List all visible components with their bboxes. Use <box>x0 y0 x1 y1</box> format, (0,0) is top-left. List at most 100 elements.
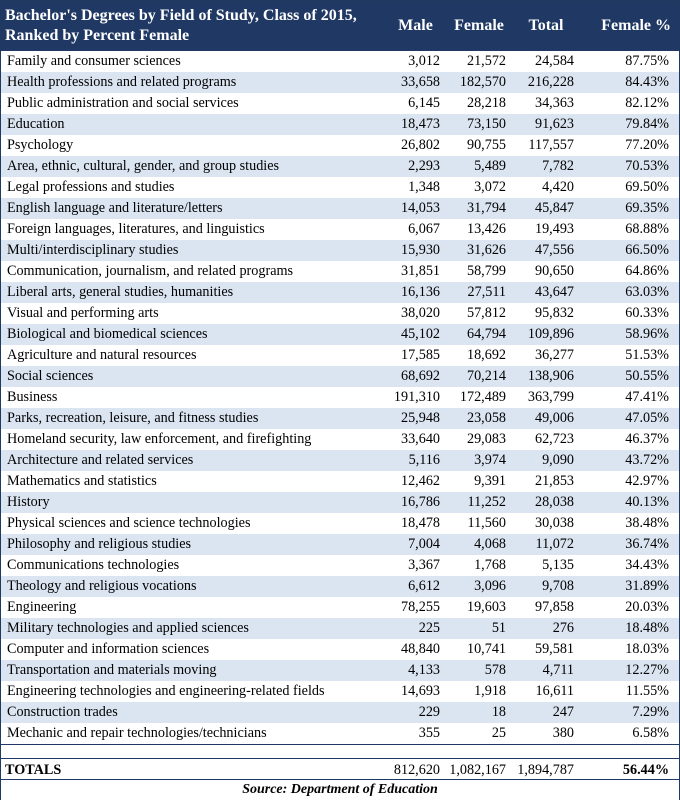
field-cell: Physical sciences and science technologi… <box>1 513 385 534</box>
table-row: History 16,786 11,252 28,038 40.13% <box>1 492 679 513</box>
male-cell: 26,802 <box>385 135 446 156</box>
total-cell: 9,090 <box>512 450 580 471</box>
column-header-male: Male <box>385 1 446 51</box>
female-cell: 73,150 <box>446 114 512 135</box>
female-cell: 578 <box>446 660 512 681</box>
female-cell: 29,083 <box>446 429 512 450</box>
total-cell: 43,647 <box>512 282 580 303</box>
total-cell: 4,711 <box>512 660 580 681</box>
female-percent-cell: 46.37% <box>580 429 679 450</box>
table-row: Visual and performing arts 38,020 57,812 95… <box>1 303 679 324</box>
table-row: Transportation and materials moving 4,133… <box>1 660 679 681</box>
female-percent-cell: 38.48% <box>580 513 679 534</box>
female-percent-cell: 6.58% <box>580 723 679 745</box>
total-cell: 363,799 <box>512 387 580 408</box>
female-percent-cell: 58.96% <box>580 324 679 345</box>
table-row: Business 191,310 172,489 363,799 47.41% <box>1 387 679 408</box>
male-cell: 18,473 <box>385 114 446 135</box>
field-cell: Family and consumer sciences <box>1 51 385 72</box>
total-cell: 28,038 <box>512 492 580 513</box>
female-cell: 5,489 <box>446 156 512 177</box>
total-cell: 16,611 <box>512 681 580 702</box>
total-cell: 36,277 <box>512 345 580 366</box>
female-percent-cell: 31.89% <box>580 576 679 597</box>
male-cell: 5,116 <box>385 450 446 471</box>
totals-female-percent: 56.44% <box>580 758 679 781</box>
totals-total: 1,894,787 <box>512 758 580 781</box>
table-row: Architecture and related services 5,116 3,… <box>1 450 679 471</box>
totals-male: 812,620 <box>385 758 446 781</box>
male-cell: 33,658 <box>385 72 446 93</box>
field-cell: Architecture and related services <box>1 450 385 471</box>
male-cell: 3,012 <box>385 51 446 72</box>
total-cell: 47,556 <box>512 240 580 261</box>
table-row: Foreign languages, literatures, and ling… <box>1 219 679 240</box>
male-cell: 7,004 <box>385 534 446 555</box>
totals-label: TOTALS <box>1 758 385 781</box>
table-row: Social sciences 68,692 70,214 138,906 50.55% <box>1 366 679 387</box>
female-percent-cell: 11.55% <box>580 681 679 702</box>
female-cell: 182,570 <box>446 72 512 93</box>
table-row: Education 18,473 73,150 91,623 79.84% <box>1 114 679 135</box>
male-cell: 16,786 <box>385 492 446 513</box>
male-cell: 6,612 <box>385 576 446 597</box>
female-percent-cell: 7.29% <box>580 702 679 723</box>
total-cell: 34,363 <box>512 93 580 114</box>
total-cell: 117,557 <box>512 135 580 156</box>
spacer-row <box>1 744 679 759</box>
male-cell: 1,348 <box>385 177 446 198</box>
field-cell: Visual and performing arts <box>1 303 385 324</box>
field-cell: Communication, journalism, and related p… <box>1 261 385 282</box>
field-cell: Communications technologies <box>1 555 385 576</box>
female-percent-cell: 84.43% <box>580 72 679 93</box>
field-cell: History <box>1 492 385 513</box>
male-cell: 48,840 <box>385 639 446 660</box>
male-cell: 78,255 <box>385 597 446 618</box>
spacer-cell <box>1 744 385 759</box>
total-cell: 19,493 <box>512 219 580 240</box>
female-cell: 13,426 <box>446 219 512 240</box>
total-cell: 90,650 <box>512 261 580 282</box>
total-cell: 7,782 <box>512 156 580 177</box>
field-cell: Legal professions and studies <box>1 177 385 198</box>
field-cell: English language and literature/letters <box>1 198 385 219</box>
field-cell: Business <box>1 387 385 408</box>
total-cell: 24,584 <box>512 51 580 72</box>
female-cell: 64,794 <box>446 324 512 345</box>
column-header-female: Female <box>446 1 512 51</box>
female-cell: 23,058 <box>446 408 512 429</box>
table-body: Family and consumer sciences 3,012 21,572 2… <box>1 51 679 781</box>
male-cell: 355 <box>385 723 446 745</box>
field-cell: Engineering technologies and engineering… <box>1 681 385 702</box>
field-cell: Theology and religious vocations <box>1 576 385 597</box>
table-row: Biological and biomedical sciences 45,102… <box>1 324 679 345</box>
female-cell: 1,768 <box>446 555 512 576</box>
table-row: Philosophy and religious studies 7,004 4,0… <box>1 534 679 555</box>
table-row: Homeland security, law enforcement, and … <box>1 429 679 450</box>
female-percent-cell: 12.27% <box>580 660 679 681</box>
field-cell: Agriculture and natural resources <box>1 345 385 366</box>
source-note: Source: Department of Education <box>1 779 679 800</box>
female-percent-cell: 34.43% <box>580 555 679 576</box>
female-percent-cell: 50.55% <box>580 366 679 387</box>
total-cell: 216,228 <box>512 72 580 93</box>
female-percent-cell: 51.53% <box>580 345 679 366</box>
field-cell: Social sciences <box>1 366 385 387</box>
male-cell: 33,640 <box>385 429 446 450</box>
table-row: Engineering 78,255 19,603 97,858 20.03% <box>1 597 679 618</box>
female-cell: 4,068 <box>446 534 512 555</box>
field-cell: Mathematics and statistics <box>1 471 385 492</box>
male-cell: 16,136 <box>385 282 446 303</box>
field-cell: Philosophy and religious studies <box>1 534 385 555</box>
table-row: Communications technologies 3,367 1,768 5,1… <box>1 555 679 576</box>
field-cell: Area, ethnic, cultural, gender, and grou… <box>1 156 385 177</box>
female-percent-cell: 77.20% <box>580 135 679 156</box>
table-row: Communication, journalism, and related p… <box>1 261 679 282</box>
field-cell: Engineering <box>1 597 385 618</box>
table-title: Bachelor's Degrees by Field of Study, Cl… <box>1 1 385 51</box>
female-percent-cell: 63.03% <box>580 282 679 303</box>
male-cell: 2,293 <box>385 156 446 177</box>
spacer-cell <box>512 744 580 759</box>
male-cell: 3,367 <box>385 555 446 576</box>
female-percent-cell: 69.35% <box>580 198 679 219</box>
